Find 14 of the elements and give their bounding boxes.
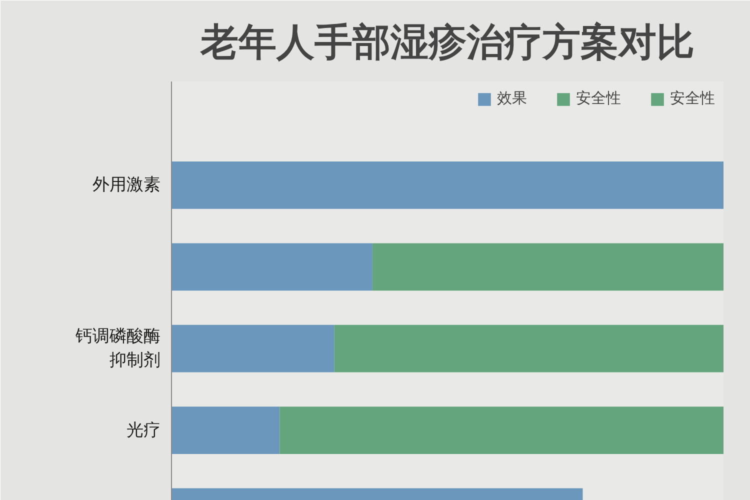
legend-label: 安全性: [576, 89, 621, 108]
legend-label: 安全性: [670, 89, 715, 108]
bar: [172, 406, 280, 454]
bar: [334, 324, 724, 372]
legend-label: 效果: [497, 89, 527, 108]
y-tick-label: 钙调磷酸酶抑制剂: [74, 326, 160, 371]
chart-title: 老年人手部湿疹治疗方案对比: [200, 20, 694, 64]
bar: [172, 324, 334, 372]
y-tick-label: 外用激素: [92, 175, 160, 196]
bar: [172, 243, 372, 291]
bar: [172, 162, 724, 209]
y-tick-label: 光疗: [126, 420, 160, 440]
bar: [280, 406, 724, 454]
bar: [372, 243, 724, 291]
